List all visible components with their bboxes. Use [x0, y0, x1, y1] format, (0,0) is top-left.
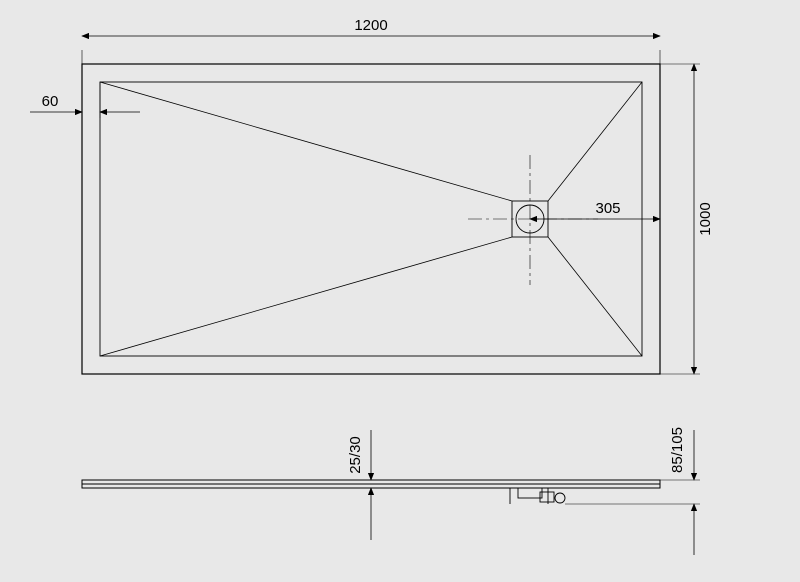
- dim-height: 1000: [660, 64, 714, 374]
- drain-assembly: [510, 488, 565, 504]
- dim-width-label: 1200: [354, 17, 387, 34]
- technical-drawing: 1200 1000 60 305: [0, 0, 800, 582]
- slope-line: [548, 237, 642, 356]
- dim-thickness-label: 25/30: [347, 436, 364, 474]
- dim-drain-offset-label: 305: [595, 200, 620, 217]
- side-slab-top: [82, 480, 660, 484]
- dim-drain-offset: 305: [530, 200, 660, 219]
- dim-depth-label: 85/105: [669, 427, 686, 473]
- dim-width: 1200: [82, 17, 660, 64]
- dim-rim: 60: [30, 64, 140, 118]
- slope-line: [100, 237, 512, 356]
- side-slab-bot: [82, 484, 660, 488]
- dim-rim-label: 60: [42, 93, 59, 110]
- slope-line: [100, 82, 512, 201]
- dim-thickness: 25/30: [347, 430, 392, 540]
- dim-depth: 85/105: [565, 427, 700, 555]
- dim-height-label: 1000: [697, 202, 714, 235]
- drawing-canvas: 1200 1000 60 305: [0, 0, 800, 582]
- slope-line: [548, 82, 642, 201]
